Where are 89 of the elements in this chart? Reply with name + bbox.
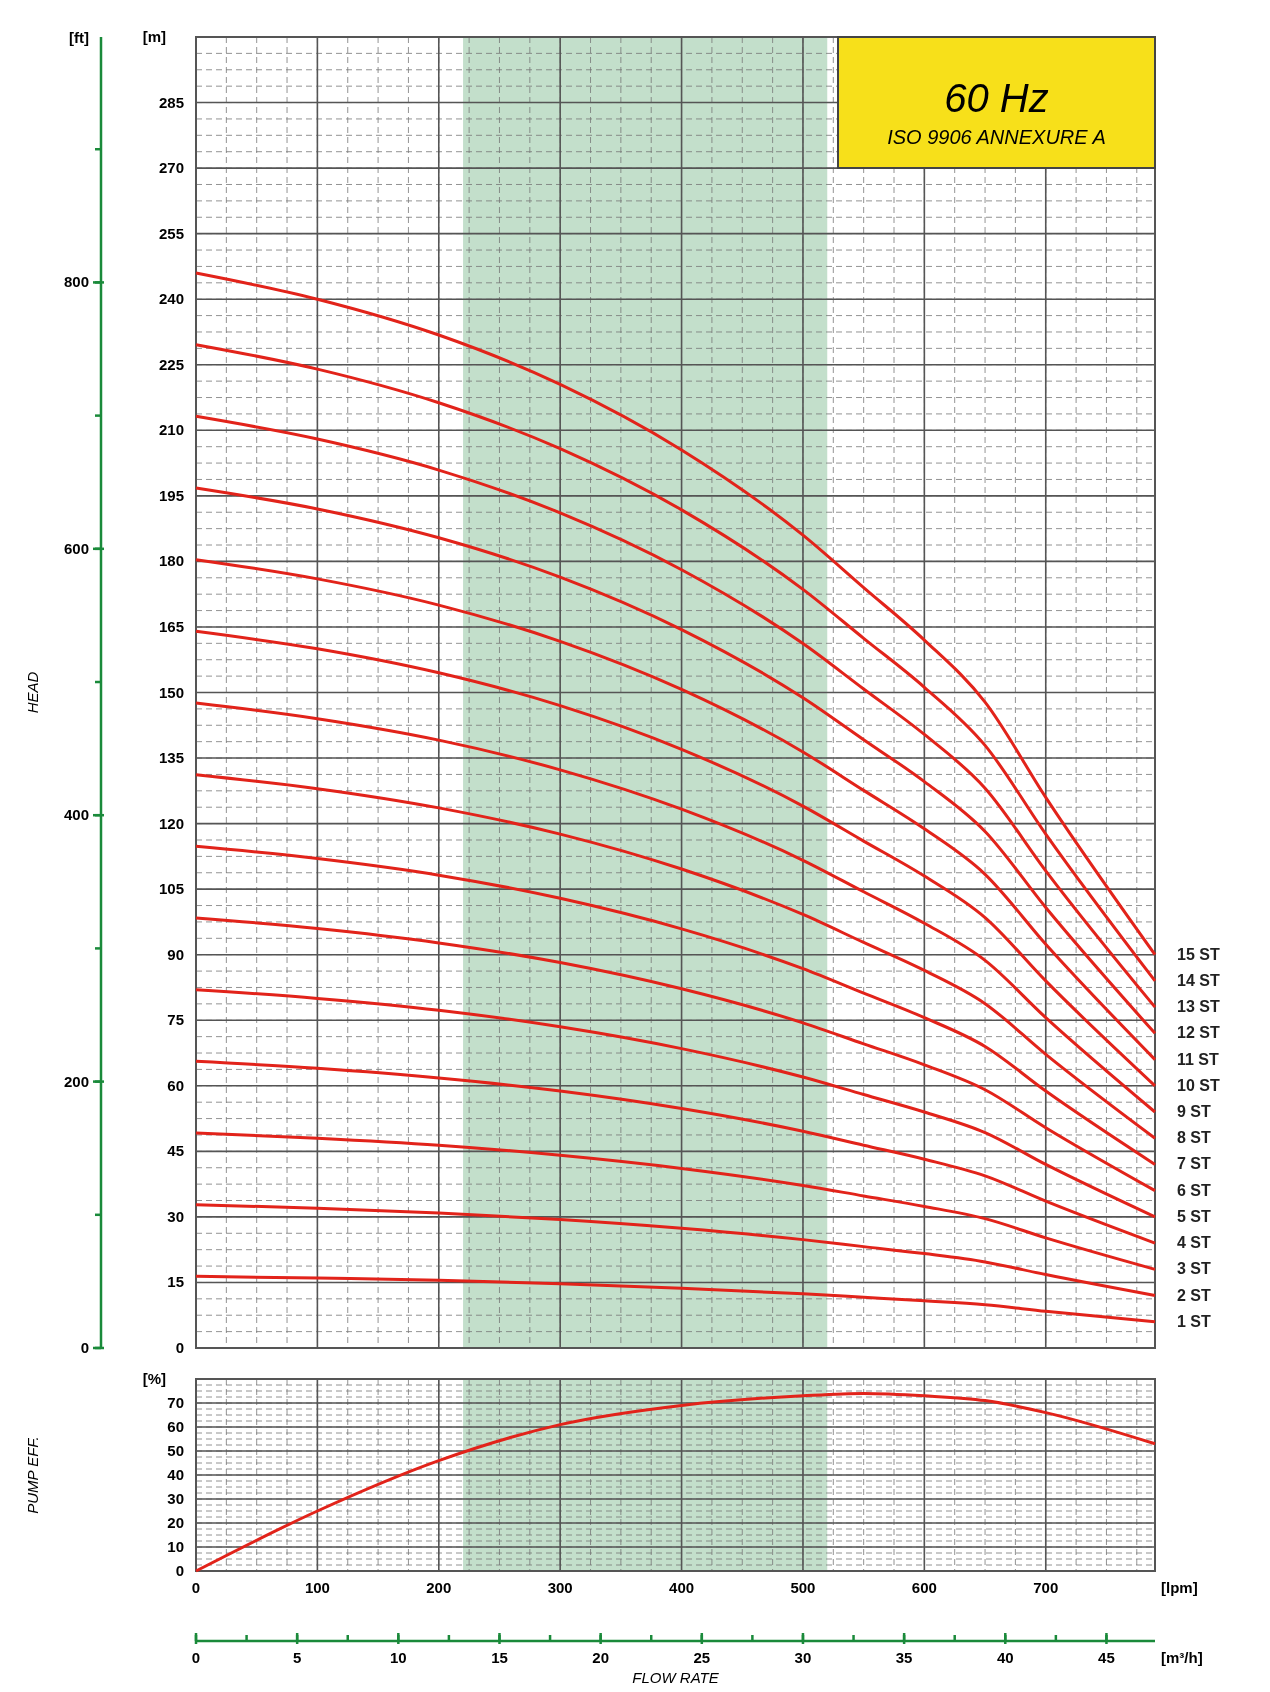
series-label: 14 ST	[1177, 971, 1220, 989]
y-tick-label: 75	[167, 1011, 184, 1029]
y-tick-label: 30	[167, 1207, 184, 1225]
series-label: 15 ST	[1177, 945, 1220, 963]
series-label: 3 ST	[1177, 1260, 1212, 1278]
x2-tick-label: 10	[389, 1649, 407, 1666]
x-tick-label: 400	[669, 1579, 695, 1596]
y-tick-label: 60	[167, 1418, 184, 1435]
y-tick-label: 105	[158, 880, 184, 898]
x-tick-label: 0	[191, 1579, 201, 1596]
y-tick-label: 120	[158, 814, 184, 832]
y-tick-label: 285	[158, 93, 184, 111]
y-tick-label: 15	[167, 1273, 184, 1291]
series-label: 2 ST	[1177, 1286, 1212, 1304]
y-tick-label: 0	[175, 1339, 184, 1356]
line-series	[194, 1059, 1157, 1245]
series-label: 9 ST	[1177, 1103, 1212, 1121]
y-tick-label: 135	[158, 749, 184, 767]
y-tick-label: 150	[158, 683, 184, 701]
line-series	[194, 486, 1157, 1035]
y2-tick-label: 0	[80, 1339, 89, 1356]
y-tick-label: 90	[167, 945, 184, 963]
x-tick-label: 600	[911, 1579, 937, 1596]
line-series	[194, 916, 1157, 1193]
y-tick-label: 240	[158, 290, 184, 308]
y-tick-label: 45	[167, 1142, 184, 1160]
series-label: 1 ST	[1177, 1312, 1212, 1330]
x-tick-label: 300	[547, 1579, 573, 1596]
y-tick-label: 165	[158, 617, 184, 635]
series-label: 13 ST	[1177, 998, 1220, 1016]
line-series	[194, 558, 1157, 1062]
x2-tick-label: 15	[491, 1649, 508, 1666]
series-label: 4 ST	[1177, 1234, 1212, 1252]
y-tick-label: 20	[167, 1514, 184, 1531]
series-label: 12 ST	[1177, 1024, 1220, 1042]
text: ISO 9906 ANNEXURE A	[887, 126, 1106, 148]
x2-tick-label: 40	[996, 1649, 1014, 1666]
x-tick-label: 100	[304, 1579, 330, 1596]
text: PUMP EFF.	[24, 1436, 41, 1514]
text: HEAD	[24, 671, 41, 714]
y-tick-label: 255	[158, 224, 184, 242]
x2-axis-title: [m³/h]	[1161, 1649, 1203, 1666]
line-series	[194, 701, 1157, 1114]
y2-axis-title: [ft]	[69, 29, 89, 46]
series-label: 10 ST	[1177, 1076, 1220, 1094]
y-tick-label: 195	[158, 486, 184, 504]
line-series	[194, 629, 1157, 1088]
y-tick-label: 60	[167, 1076, 184, 1094]
text: 60 Hz	[944, 76, 1049, 120]
y-tick-label: 10	[167, 1538, 184, 1555]
x2-tick-label: 45	[1098, 1649, 1115, 1666]
y2-tick-label: 400	[63, 806, 89, 824]
line-series	[194, 988, 1157, 1219]
text: [lpm]	[1161, 1579, 1198, 1596]
y2-tick-label: 800	[63, 273, 89, 291]
x2-tick-label: 30	[794, 1649, 812, 1666]
line-series	[194, 1203, 1157, 1298]
series-label: 8 ST	[1177, 1129, 1212, 1147]
y-tick-label: 30	[167, 1490, 184, 1507]
y-tick-label: 40	[167, 1466, 184, 1483]
line-series	[194, 1131, 1157, 1271]
y-tick-label: 180	[158, 552, 184, 570]
x-tick-label: 200	[426, 1579, 452, 1596]
line-series	[194, 844, 1157, 1166]
line-series	[194, 1274, 1157, 1324]
y2-tick-label: 200	[63, 1072, 89, 1090]
y-tick-label: 225	[158, 355, 184, 373]
y-tick-label: 210	[158, 421, 184, 439]
y-axis-title: [%]	[142, 1370, 166, 1387]
y2-tick-label: 600	[63, 539, 89, 557]
x2-tick-label: 35	[895, 1649, 913, 1666]
x-tick-label: 500	[790, 1579, 816, 1596]
series-label: 6 ST	[1177, 1181, 1212, 1199]
y-tick-label: 50	[167, 1442, 184, 1459]
line-series	[194, 773, 1157, 1140]
series-label: 11 ST	[1177, 1050, 1220, 1068]
y-axis-title: [m]	[142, 28, 166, 45]
x-axis-title: FLOW RATE	[632, 1669, 720, 1686]
x2-tick-label: 20	[592, 1649, 609, 1666]
y-tick-label: 270	[158, 159, 184, 177]
y-tick-label: 0	[175, 1562, 184, 1579]
y-tick-label: 70	[167, 1394, 184, 1411]
x2-tick-label: 5	[292, 1649, 302, 1666]
line-series	[194, 1391, 1157, 1573]
x-tick-label: 700	[1033, 1579, 1059, 1596]
x2-tick-label: 0	[191, 1649, 201, 1666]
series-label: 5 ST	[1177, 1207, 1212, 1225]
x2-tick-label: 25	[693, 1649, 711, 1666]
series-label: 7 ST	[1177, 1155, 1212, 1173]
